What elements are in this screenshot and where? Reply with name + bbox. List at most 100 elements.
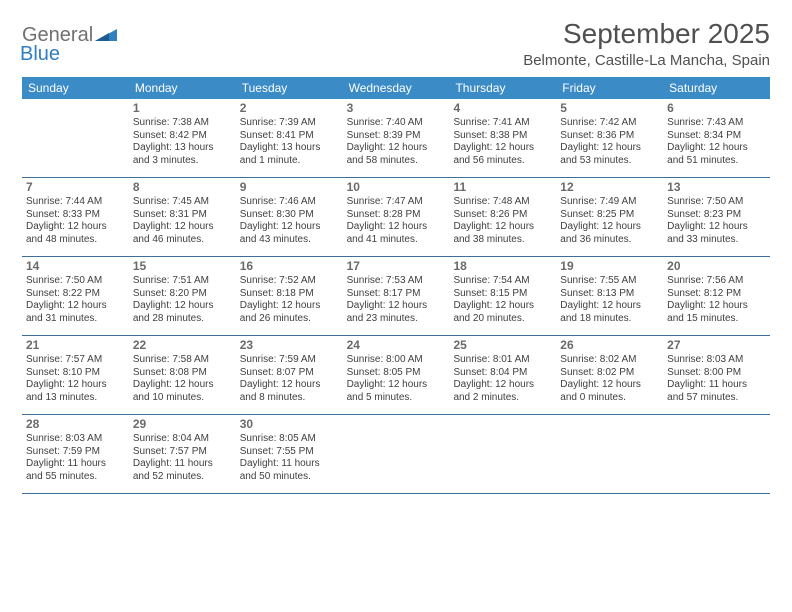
sunrise-text: Sunrise: 8:02 AM bbox=[560, 354, 659, 367]
sunset-text: Sunset: 8:08 PM bbox=[133, 367, 232, 380]
day-number: 3 bbox=[347, 101, 446, 116]
day-cell: 20Sunrise: 7:56 AMSunset: 8:12 PMDayligh… bbox=[663, 257, 770, 335]
sunset-text: Sunset: 8:10 PM bbox=[26, 367, 125, 380]
day-number: 12 bbox=[560, 180, 659, 195]
day-header-mon: Monday bbox=[129, 77, 236, 99]
day-cell: 11Sunrise: 7:48 AMSunset: 8:26 PMDayligh… bbox=[449, 178, 556, 256]
calendar-page: General Blue September 2025 Belmonte, Ca… bbox=[0, 0, 792, 512]
day-cell: 30Sunrise: 8:05 AMSunset: 7:55 PMDayligh… bbox=[236, 415, 343, 493]
sunset-text: Sunset: 8:15 PM bbox=[453, 288, 552, 301]
day-cell bbox=[663, 415, 770, 493]
sunrise-text: Sunrise: 7:38 AM bbox=[133, 117, 232, 130]
sunset-text: Sunset: 7:55 PM bbox=[240, 446, 339, 459]
sunset-text: Sunset: 8:33 PM bbox=[26, 209, 125, 222]
daylight-text: Daylight: 12 hours and 33 minutes. bbox=[667, 221, 766, 246]
day-cell: 6Sunrise: 7:43 AMSunset: 8:34 PMDaylight… bbox=[663, 99, 770, 177]
day-cell: 25Sunrise: 8:01 AMSunset: 8:04 PMDayligh… bbox=[449, 336, 556, 414]
day-number: 18 bbox=[453, 259, 552, 274]
sunrise-text: Sunrise: 7:53 AM bbox=[347, 275, 446, 288]
day-cell: 1Sunrise: 7:38 AMSunset: 8:42 PMDaylight… bbox=[129, 99, 236, 177]
daylight-text: Daylight: 12 hours and 43 minutes. bbox=[240, 221, 339, 246]
daylight-text: Daylight: 12 hours and 56 minutes. bbox=[453, 142, 552, 167]
day-cell: 19Sunrise: 7:55 AMSunset: 8:13 PMDayligh… bbox=[556, 257, 663, 335]
daylight-text: Daylight: 12 hours and 36 minutes. bbox=[560, 221, 659, 246]
day-number: 14 bbox=[26, 259, 125, 274]
day-cell: 10Sunrise: 7:47 AMSunset: 8:28 PMDayligh… bbox=[343, 178, 450, 256]
day-cell: 3Sunrise: 7:40 AMSunset: 8:39 PMDaylight… bbox=[343, 99, 450, 177]
day-number: 5 bbox=[560, 101, 659, 116]
logo: General Blue bbox=[22, 24, 117, 66]
sunrise-text: Sunrise: 7:39 AM bbox=[240, 117, 339, 130]
daylight-text: Daylight: 12 hours and 31 minutes. bbox=[26, 300, 125, 325]
sunrise-text: Sunrise: 7:46 AM bbox=[240, 196, 339, 209]
sunrise-text: Sunrise: 8:00 AM bbox=[347, 354, 446, 367]
sunset-text: Sunset: 8:36 PM bbox=[560, 130, 659, 143]
day-cell: 27Sunrise: 8:03 AMSunset: 8:00 PMDayligh… bbox=[663, 336, 770, 414]
week-row: 21Sunrise: 7:57 AMSunset: 8:10 PMDayligh… bbox=[22, 336, 770, 415]
sunrise-text: Sunrise: 8:04 AM bbox=[133, 433, 232, 446]
day-number: 13 bbox=[667, 180, 766, 195]
sunset-text: Sunset: 7:57 PM bbox=[133, 446, 232, 459]
day-cell: 7Sunrise: 7:44 AMSunset: 8:33 PMDaylight… bbox=[22, 178, 129, 256]
sunset-text: Sunset: 8:23 PM bbox=[667, 209, 766, 222]
daylight-text: Daylight: 12 hours and 5 minutes. bbox=[347, 379, 446, 404]
day-number: 4 bbox=[453, 101, 552, 116]
day-number: 2 bbox=[240, 101, 339, 116]
daylight-text: Daylight: 13 hours and 3 minutes. bbox=[133, 142, 232, 167]
day-cell bbox=[449, 415, 556, 493]
daylight-text: Daylight: 11 hours and 55 minutes. bbox=[26, 458, 125, 483]
daylight-text: Daylight: 12 hours and 48 minutes. bbox=[26, 221, 125, 246]
sunrise-text: Sunrise: 7:56 AM bbox=[667, 275, 766, 288]
sunrise-text: Sunrise: 7:59 AM bbox=[240, 354, 339, 367]
week-row: 14Sunrise: 7:50 AMSunset: 8:22 PMDayligh… bbox=[22, 257, 770, 336]
daylight-text: Daylight: 12 hours and 0 minutes. bbox=[560, 379, 659, 404]
week-row: 28Sunrise: 8:03 AMSunset: 7:59 PMDayligh… bbox=[22, 415, 770, 494]
title-block: September 2025 Belmonte, Castille-La Man… bbox=[523, 18, 770, 69]
sunrise-text: Sunrise: 8:01 AM bbox=[453, 354, 552, 367]
day-number: 15 bbox=[133, 259, 232, 274]
sunrise-text: Sunrise: 7:52 AM bbox=[240, 275, 339, 288]
sunset-text: Sunset: 8:02 PM bbox=[560, 367, 659, 380]
daylight-text: Daylight: 12 hours and 41 minutes. bbox=[347, 221, 446, 246]
day-number: 11 bbox=[453, 180, 552, 195]
day-header-sat: Saturday bbox=[663, 77, 770, 99]
sunset-text: Sunset: 8:18 PM bbox=[240, 288, 339, 301]
day-number: 26 bbox=[560, 338, 659, 353]
daylight-text: Daylight: 12 hours and 51 minutes. bbox=[667, 142, 766, 167]
sunset-text: Sunset: 8:38 PM bbox=[453, 130, 552, 143]
daylight-text: Daylight: 11 hours and 50 minutes. bbox=[240, 458, 339, 483]
sunset-text: Sunset: 8:25 PM bbox=[560, 209, 659, 222]
day-number: 29 bbox=[133, 417, 232, 432]
sunset-text: Sunset: 8:28 PM bbox=[347, 209, 446, 222]
day-header-fri: Friday bbox=[556, 77, 663, 99]
day-cell: 23Sunrise: 7:59 AMSunset: 8:07 PMDayligh… bbox=[236, 336, 343, 414]
weeks-container: 1Sunrise: 7:38 AMSunset: 8:42 PMDaylight… bbox=[22, 99, 770, 494]
sunset-text: Sunset: 8:05 PM bbox=[347, 367, 446, 380]
day-number: 23 bbox=[240, 338, 339, 353]
daylight-text: Daylight: 12 hours and 13 minutes. bbox=[26, 379, 125, 404]
day-number: 22 bbox=[133, 338, 232, 353]
sunrise-text: Sunrise: 7:44 AM bbox=[26, 196, 125, 209]
sunrise-text: Sunrise: 7:43 AM bbox=[667, 117, 766, 130]
day-header-sun: Sunday bbox=[22, 77, 129, 99]
day-cell: 9Sunrise: 7:46 AMSunset: 8:30 PMDaylight… bbox=[236, 178, 343, 256]
day-number: 10 bbox=[347, 180, 446, 195]
day-cell: 28Sunrise: 8:03 AMSunset: 7:59 PMDayligh… bbox=[22, 415, 129, 493]
daylight-text: Daylight: 12 hours and 46 minutes. bbox=[133, 221, 232, 246]
day-number: 30 bbox=[240, 417, 339, 432]
day-number: 9 bbox=[240, 180, 339, 195]
sunrise-text: Sunrise: 7:40 AM bbox=[347, 117, 446, 130]
day-number: 17 bbox=[347, 259, 446, 274]
sunset-text: Sunset: 8:31 PM bbox=[133, 209, 232, 222]
day-cell: 24Sunrise: 8:00 AMSunset: 8:05 PMDayligh… bbox=[343, 336, 450, 414]
week-row: 7Sunrise: 7:44 AMSunset: 8:33 PMDaylight… bbox=[22, 178, 770, 257]
day-cell: 22Sunrise: 7:58 AMSunset: 8:08 PMDayligh… bbox=[129, 336, 236, 414]
day-number: 7 bbox=[26, 180, 125, 195]
day-cell: 4Sunrise: 7:41 AMSunset: 8:38 PMDaylight… bbox=[449, 99, 556, 177]
day-number: 28 bbox=[26, 417, 125, 432]
sunset-text: Sunset: 8:20 PM bbox=[133, 288, 232, 301]
day-cell: 17Sunrise: 7:53 AMSunset: 8:17 PMDayligh… bbox=[343, 257, 450, 335]
sunrise-text: Sunrise: 7:50 AM bbox=[26, 275, 125, 288]
daylight-text: Daylight: 12 hours and 26 minutes. bbox=[240, 300, 339, 325]
sunrise-text: Sunrise: 7:55 AM bbox=[560, 275, 659, 288]
